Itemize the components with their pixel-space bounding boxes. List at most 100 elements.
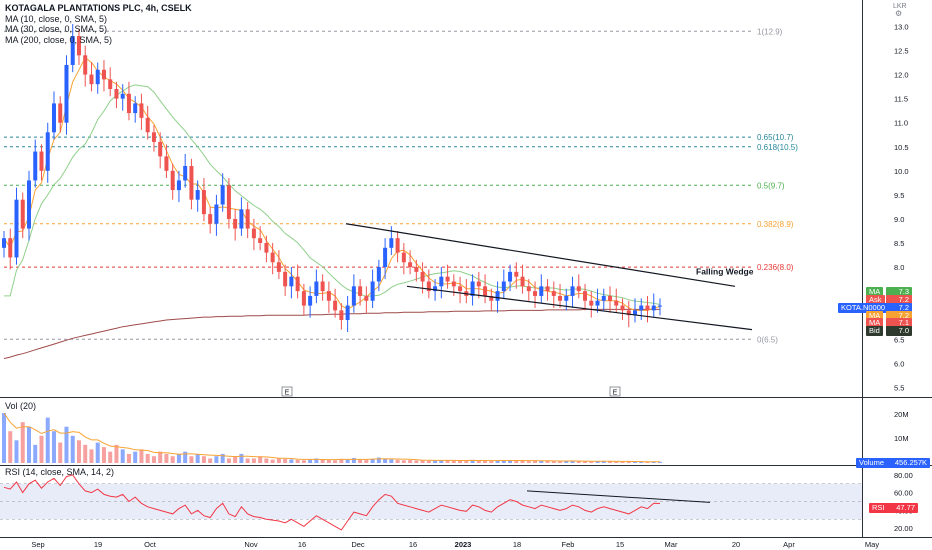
candle-body — [139, 103, 144, 118]
rsi-tick-label: 80.00 — [894, 471, 913, 480]
candle-body — [495, 291, 500, 301]
settings-icon[interactable]: ⚙ — [895, 9, 903, 18]
candle-body — [539, 286, 544, 296]
candle-body — [651, 305, 656, 311]
volume-pane-label[interactable]: Vol (20) — [5, 401, 37, 411]
wedge-upper-line — [345, 223, 736, 287]
legend-ma200[interactable]: MA (200, close, 0, SMA, 5) — [5, 34, 113, 45]
candle-body — [376, 267, 381, 282]
earnings-marker-label: E — [285, 390, 290, 397]
volume-bar — [439, 460, 444, 463]
time-axis-label: Feb — [562, 540, 575, 549]
time-axis-label: 15 — [616, 540, 624, 549]
candle-body — [545, 286, 550, 292]
volume-bar — [389, 459, 394, 463]
volume-badge-value: 456.257K — [886, 458, 930, 468]
candle-body — [183, 166, 188, 181]
volume-bar — [239, 453, 244, 463]
time-axis-label: Sep — [31, 540, 44, 549]
candle-body — [576, 286, 581, 292]
candle-body — [58, 103, 63, 123]
volume-bar — [220, 453, 225, 463]
volume-tick-label: 10M — [894, 434, 909, 443]
volume-bar — [51, 431, 56, 463]
rsi-pane-label[interactable]: RSI (14, close, SMA, 14, 2) — [5, 467, 115, 477]
candle-body — [20, 199, 25, 229]
volume-bar — [158, 451, 163, 463]
candle-body — [226, 185, 231, 219]
candle-body — [364, 295, 369, 301]
volume-bar — [301, 460, 306, 463]
volume-bar — [151, 456, 156, 463]
volume-bar — [176, 453, 181, 463]
volume-bar — [126, 453, 131, 463]
volume-bar — [83, 444, 88, 463]
volume-bar — [376, 457, 381, 463]
candle-body — [64, 64, 69, 123]
candle-body — [8, 238, 13, 258]
candle-body — [414, 267, 419, 272]
rsi-line — [3, 474, 661, 531]
time-axis-label: 18 — [513, 540, 521, 549]
candle-body — [658, 305, 662, 307]
time-axis-label: Oct — [144, 540, 157, 549]
volume-bar — [283, 458, 288, 463]
candle-body — [426, 281, 431, 292]
candle-body — [345, 305, 350, 320]
earnings-marker — [281, 386, 293, 397]
volume-bar — [108, 451, 113, 463]
earnings-marker-label: E — [613, 390, 618, 397]
candle-body — [314, 281, 319, 296]
price-tick-label: 5.5 — [894, 383, 904, 392]
volume-bar — [183, 451, 188, 463]
fib-level-label: 0.65(10.7) — [757, 133, 794, 142]
fib-level-label: 0.236(8.0) — [757, 263, 794, 272]
volume-bar — [595, 461, 600, 463]
price-tick-label: 8.0 — [894, 263, 904, 272]
candle-body — [276, 262, 281, 272]
volume-ma-line — [3, 412, 660, 463]
candle-body — [445, 276, 450, 282]
volume-bar — [64, 426, 69, 463]
fib-level-label: 0.618(10.5) — [757, 143, 798, 152]
fib-level-label: 1(12.9) — [757, 27, 783, 36]
candle-body — [595, 300, 600, 306]
candle-body — [14, 199, 19, 258]
volume-bar — [145, 453, 150, 463]
candle-body — [195, 190, 200, 200]
volume-bar — [539, 460, 544, 463]
candle-body — [26, 180, 31, 229]
candle-body — [333, 300, 338, 311]
candle-body — [501, 281, 506, 292]
candle-body — [601, 295, 606, 301]
rsi-tick-label: 60.00 — [894, 489, 913, 498]
volume-bar — [233, 456, 238, 463]
volume-bar — [620, 461, 625, 463]
volume-bar — [651, 461, 656, 463]
legend-ma10[interactable]: MA (10, close, 0, SMA, 5) — [5, 13, 108, 24]
candle-body — [551, 291, 556, 296]
candle-body — [89, 74, 94, 85]
candle-body — [526, 286, 531, 292]
candle-body — [358, 286, 363, 296]
candle-body — [176, 180, 181, 191]
volume-bar — [214, 456, 219, 463]
volume-bar — [501, 460, 506, 463]
candle-body — [458, 286, 463, 292]
candle-body — [533, 291, 538, 296]
legend-ma30[interactable]: MA (30, close, 0, SMA, 5) — [5, 24, 108, 34]
candle-body — [614, 300, 619, 306]
price-badge-key: KOTA.N0000 — [838, 303, 889, 313]
candle-body — [120, 93, 125, 99]
candle-body — [145, 117, 150, 133]
volume-bar — [45, 417, 50, 463]
price-tick-label: 9.5 — [894, 191, 904, 200]
candle-body — [520, 276, 525, 287]
candle-body — [45, 132, 50, 171]
candle-body — [558, 295, 563, 301]
volume-bar — [89, 449, 94, 463]
price-badge-value: 7.0 — [886, 326, 912, 336]
candle-body — [76, 36, 81, 56]
candle-body — [83, 55, 88, 75]
